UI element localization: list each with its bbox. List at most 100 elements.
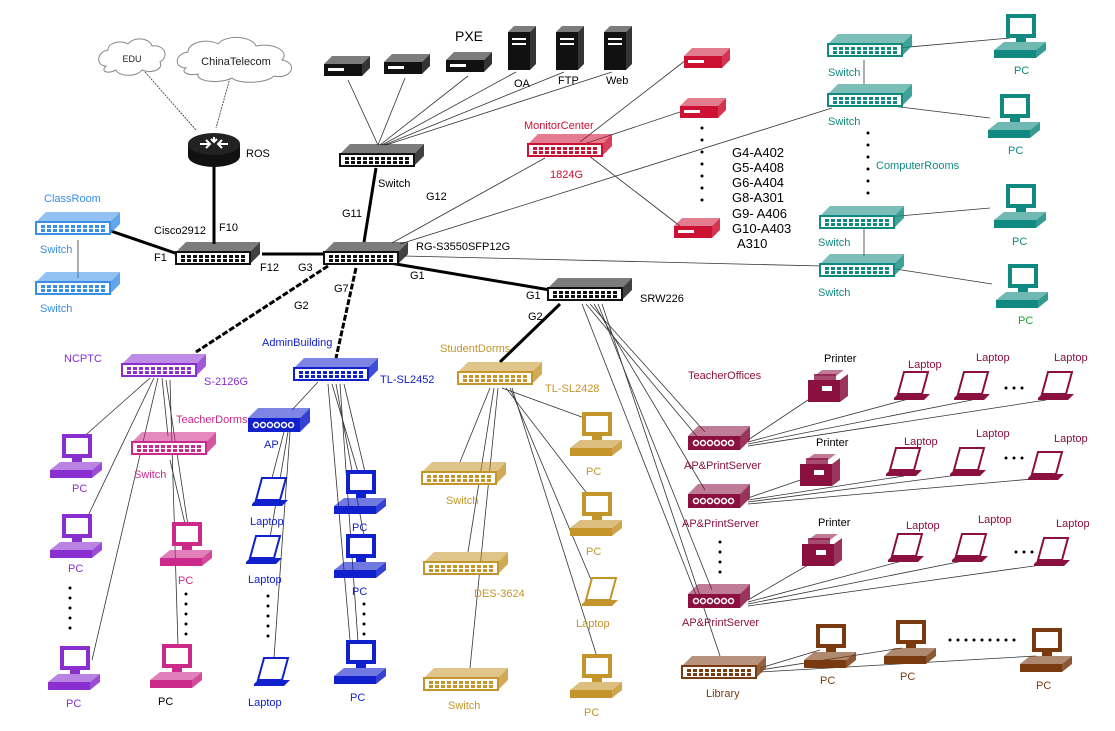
cloud-chinatelecom: ChinaTelecom	[176, 37, 293, 83]
pxe-label: PXE	[455, 28, 483, 44]
port-g12-label: G12	[426, 191, 447, 203]
srw226-switch: SRW226 G1 G2	[526, 277, 684, 323]
student-pc-1-label: PC	[586, 466, 601, 478]
ap-print-2-label: AP&PrintServer	[682, 518, 759, 530]
computer-rooms-label: ComputerRooms	[876, 160, 960, 172]
port-g2-label: G2	[294, 300, 309, 312]
croom-dots	[866, 131, 870, 195]
office-laptop-6-label: Laptop	[1054, 433, 1088, 445]
oa-label: OA	[514, 78, 531, 90]
library-group: Library PC PC PC	[681, 620, 1072, 700]
cloud-edu: EDU	[98, 38, 166, 76]
port-f1-label: F1	[154, 252, 167, 264]
admin-laptop-1-label: Laptop	[250, 516, 284, 528]
port-f10-label: F10	[219, 222, 238, 234]
ncptc-pc-2-label: PC	[68, 563, 83, 575]
connection-lines	[77, 37, 1049, 673]
student-pc-3-label: PC	[584, 707, 599, 719]
admin-pc-dots	[362, 602, 366, 636]
student-des-label: DES-3624	[474, 588, 525, 600]
croom-pc-2-label: PC	[1008, 145, 1023, 157]
student-pc-2-label: PC	[586, 546, 601, 558]
vlan-label-6: G10-A403	[732, 221, 791, 236]
server-switch-label: Switch	[378, 178, 410, 190]
ap-print-3-label: AP&PrintServer	[682, 617, 759, 629]
croom-switch-1-label: Switch	[828, 67, 860, 79]
teacher-offices-group: TeacherOffices AP&PrintServer AP&PrintSe…	[682, 352, 1090, 629]
croom-pc-3-label: PC	[1012, 236, 1027, 248]
admin-laptop-2-label: Laptop	[248, 574, 282, 586]
monitor-center-label: MonitorCenter	[524, 120, 594, 132]
classroom-group: ClassRoom Switch Switch	[35, 193, 121, 315]
printer-3-label: Printer	[818, 517, 851, 529]
classroom-switch-1-label: Switch	[40, 244, 72, 256]
web-label: Web	[606, 75, 628, 87]
vlan-label-2: G5-A408	[732, 160, 784, 175]
library-pc-2-label: PC	[900, 671, 915, 683]
office-laptop-8-label: Laptop	[978, 514, 1012, 526]
ros-label: ROS	[246, 148, 270, 160]
vlan-label-4: G8-A301	[732, 190, 784, 205]
ap-print-1-label: AP&PrintServer	[684, 460, 761, 472]
admin-model-label: TL-SL2452	[380, 374, 434, 386]
student-dorms-label: StudentDorms	[440, 343, 511, 355]
ncptc-pc-1-label: PC	[72, 483, 87, 495]
office-dots	[1004, 386, 1034, 554]
library-pc-3-label: PC	[1036, 680, 1051, 692]
teacher-dorms-label: TeacherDorms	[176, 414, 248, 426]
croom-pc-4-label: PC	[1018, 315, 1033, 327]
ncptc-pc-3-label: PC	[66, 698, 81, 710]
port-g3-label: G3	[298, 262, 313, 274]
vlan-label-5: G9- A406	[732, 206, 787, 221]
office-laptop-3-label: Laptop	[1054, 352, 1088, 364]
croom-switch-2-label: Switch	[828, 116, 860, 128]
student-switch-2-label: Switch	[448, 700, 480, 712]
vlan-label-3: G6-A404	[732, 175, 784, 190]
srw226-label: SRW226	[640, 293, 684, 305]
classroom-label: ClassRoom	[44, 193, 101, 205]
admin-ap-label: AP	[264, 439, 279, 451]
rg-core-switch: RG-S3550SFP12G G3 G11 G12 G1 G2 G7	[294, 191, 510, 312]
port-g1-label: G1	[410, 270, 425, 282]
srw-g1-label: G1	[526, 290, 541, 302]
admin-group: AdminBuilding TL-SL2452 AP Laptop Laptop…	[245, 337, 434, 709]
cisco-label: Cisco2912	[154, 225, 206, 237]
ncptc-group: NCPTC S-2126G PC PC PC	[48, 353, 248, 710]
office-laptop-1-label: Laptop	[908, 359, 942, 371]
teacher-dorms-switch-label: Switch	[134, 469, 166, 481]
cisco-switch: Cisco2912 F10 F1 F12	[154, 222, 279, 274]
student-laptop-label: Laptop	[576, 618, 610, 630]
office-laptop-2-label: Laptop	[976, 352, 1010, 364]
ap-print-dots	[718, 540, 722, 574]
teacher-dorms-dots	[184, 592, 188, 636]
rg-label: RG-S3550SFP12G	[416, 241, 510, 253]
student-switch-1-label: Switch	[446, 495, 478, 507]
port-g11-label: G11	[342, 208, 362, 220]
office-laptop-7-label: Laptop	[906, 520, 940, 532]
student-dorms-group: StudentDorms TL-SL2428 Switch DES-3624 S…	[421, 343, 622, 719]
server-switch: Switch	[339, 143, 425, 190]
teacher-dorms-pc-1-label: PC	[178, 575, 193, 587]
teacher-offices-label: TeacherOffices	[688, 370, 762, 382]
croom-switch-4-label: Switch	[818, 287, 850, 299]
ncptc-model-label: S-2126G	[204, 376, 248, 388]
ftp-label: FTP	[558, 75, 579, 87]
port-g7-label: G7	[334, 283, 349, 295]
ncptc-label: NCPTC	[64, 353, 102, 365]
office-laptop-4-label: Laptop	[904, 436, 938, 448]
srw-g2-label: G2	[528, 311, 543, 323]
office-laptop-9-label: Laptop	[1056, 518, 1090, 530]
cloud-chinatelecom-label: ChinaTelecom	[201, 56, 271, 68]
admin-laptop-dots	[266, 594, 270, 638]
croom-pc-1-label: PC	[1014, 65, 1029, 77]
teacher-dorms-pc-2-label: PC	[158, 696, 173, 708]
library-label: Library	[706, 688, 740, 700]
croom-switch-3-label: Switch	[818, 237, 850, 249]
printer-1-label: Printer	[824, 353, 857, 365]
classroom-switch-2-label: Switch	[40, 303, 72, 315]
admin-pc-1-label: PC	[352, 522, 367, 534]
admin-pc-2-label: PC	[352, 586, 367, 598]
printer-2-label: Printer	[816, 437, 849, 449]
student-model-label: TL-SL2428	[545, 383, 599, 395]
